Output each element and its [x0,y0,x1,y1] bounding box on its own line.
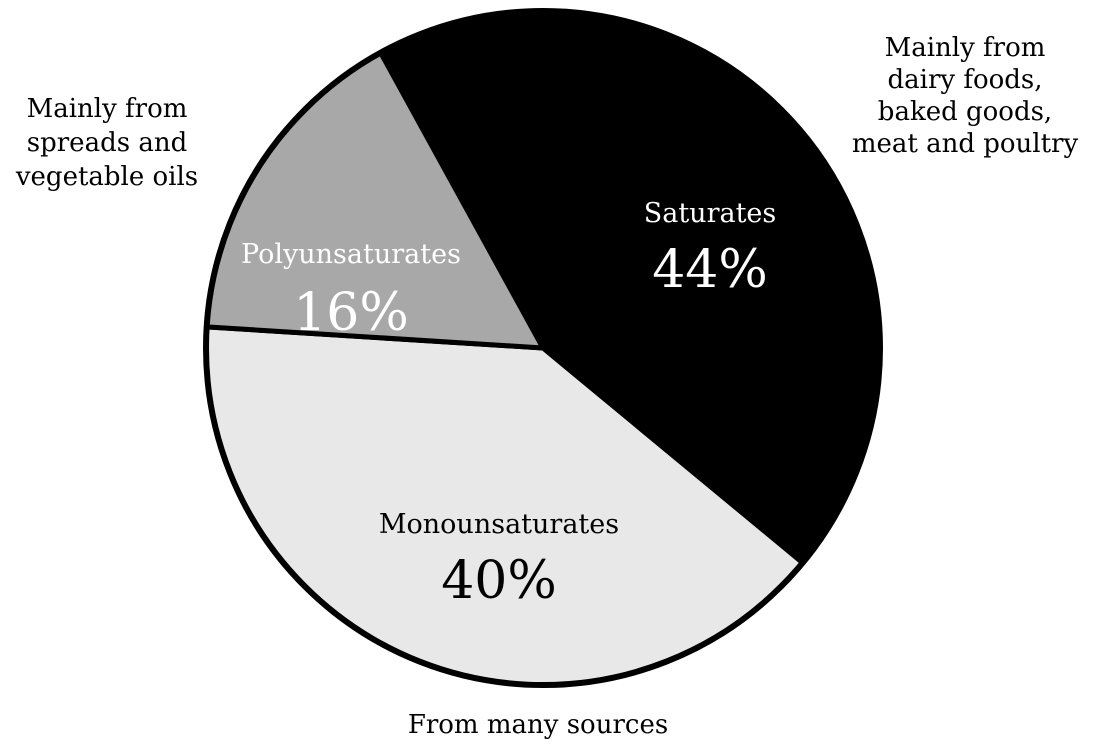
annotation-saturates: Mainly from dairy foods, baked goods, meat … [852,33,1079,159]
slice-label-polyunsaturates: Polyunsaturates [241,239,461,270]
annotation-line: From many sources [408,710,668,740]
slice-label-monounsaturates: Monounsaturates [379,509,619,540]
annotation-monounsaturates: From many sources [408,710,668,740]
slice-label-saturates: Saturates [644,198,777,229]
annotation-line: spreads and [27,128,187,158]
pie-annotations: Mainly from dairy foods, baked goods, meat … [15,33,1079,740]
pie-outline [203,8,883,688]
annotation-line: dairy foods, [887,65,1042,95]
annotation-line: Mainly from [885,33,1046,63]
annotation-polyunsaturates: Mainly from spreads and vegetable oils [15,94,198,192]
annotation-line: vegetable oils [15,162,198,192]
annotation-line: Mainly from [27,94,188,124]
annotation-line: meat and poultry [852,129,1079,159]
slice-value-monounsaturates: 40% [441,551,557,611]
slice-value-saturates: 44% [652,240,768,300]
pie-slice-labels: Saturates 44% Monounsaturates 40% Polyunsatu… [241,198,776,611]
annotation-line: baked goods, [878,97,1052,127]
pie-slices [203,8,883,688]
slice-value-polyunsaturates: 16% [293,283,409,343]
